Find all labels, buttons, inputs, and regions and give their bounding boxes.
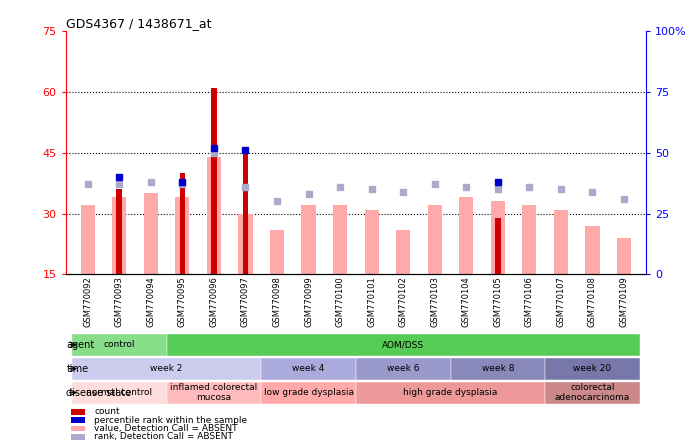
Bar xyxy=(365,210,379,274)
Bar xyxy=(270,230,284,274)
Bar xyxy=(72,358,261,380)
Text: agent: agent xyxy=(66,340,95,350)
Text: colorectal
adenocarcinoma: colorectal adenocarcinoma xyxy=(555,383,630,402)
Bar xyxy=(72,334,167,356)
Bar xyxy=(238,214,252,274)
Bar xyxy=(71,417,86,423)
Bar xyxy=(72,382,167,404)
Bar xyxy=(495,218,501,274)
Bar xyxy=(585,226,600,274)
Bar xyxy=(176,197,189,274)
Text: disease state: disease state xyxy=(66,388,131,398)
Bar xyxy=(207,157,221,274)
Bar xyxy=(261,358,356,380)
Text: week 8: week 8 xyxy=(482,364,514,373)
Text: inflamed colorectal
mucosa: inflamed colorectal mucosa xyxy=(170,383,258,402)
Bar xyxy=(243,153,248,274)
Bar xyxy=(167,334,640,356)
Bar xyxy=(617,238,631,274)
Bar xyxy=(71,409,86,415)
Bar xyxy=(144,193,158,274)
Bar xyxy=(71,426,86,432)
Bar xyxy=(356,358,451,380)
Bar xyxy=(396,230,410,274)
Bar xyxy=(116,189,122,274)
Bar xyxy=(356,382,545,404)
Bar xyxy=(553,210,568,274)
Bar xyxy=(545,358,640,380)
Text: week 20: week 20 xyxy=(574,364,612,373)
Text: low grade dysplasia: low grade dysplasia xyxy=(263,388,354,397)
Text: value, Detection Call = ABSENT: value, Detection Call = ABSENT xyxy=(94,424,238,433)
Bar xyxy=(522,206,536,274)
Text: percentile rank within the sample: percentile rank within the sample xyxy=(94,416,247,425)
Text: GDS4367 / 1438671_at: GDS4367 / 1438671_at xyxy=(66,17,211,30)
Text: week 6: week 6 xyxy=(387,364,419,373)
Bar xyxy=(333,206,347,274)
Bar xyxy=(428,206,442,274)
Bar xyxy=(491,202,505,274)
Bar xyxy=(545,382,640,404)
Bar xyxy=(460,197,473,274)
Text: high grade dysplasia: high grade dysplasia xyxy=(404,388,498,397)
Text: week 4: week 4 xyxy=(292,364,325,373)
Bar xyxy=(180,173,185,274)
Bar xyxy=(81,206,95,274)
Text: rank, Detection Call = ABSENT: rank, Detection Call = ABSENT xyxy=(94,432,233,441)
Bar xyxy=(261,382,356,404)
Text: week 2: week 2 xyxy=(151,364,183,373)
Bar xyxy=(71,434,86,440)
Text: AOM/DSS: AOM/DSS xyxy=(382,340,424,349)
Bar xyxy=(451,358,545,380)
Bar xyxy=(301,206,316,274)
Bar xyxy=(112,197,126,274)
Text: normal control: normal control xyxy=(86,388,152,397)
Bar xyxy=(167,382,261,404)
Text: count: count xyxy=(94,408,120,416)
Bar xyxy=(211,88,217,274)
Text: time: time xyxy=(66,364,88,374)
Text: control: control xyxy=(104,340,135,349)
